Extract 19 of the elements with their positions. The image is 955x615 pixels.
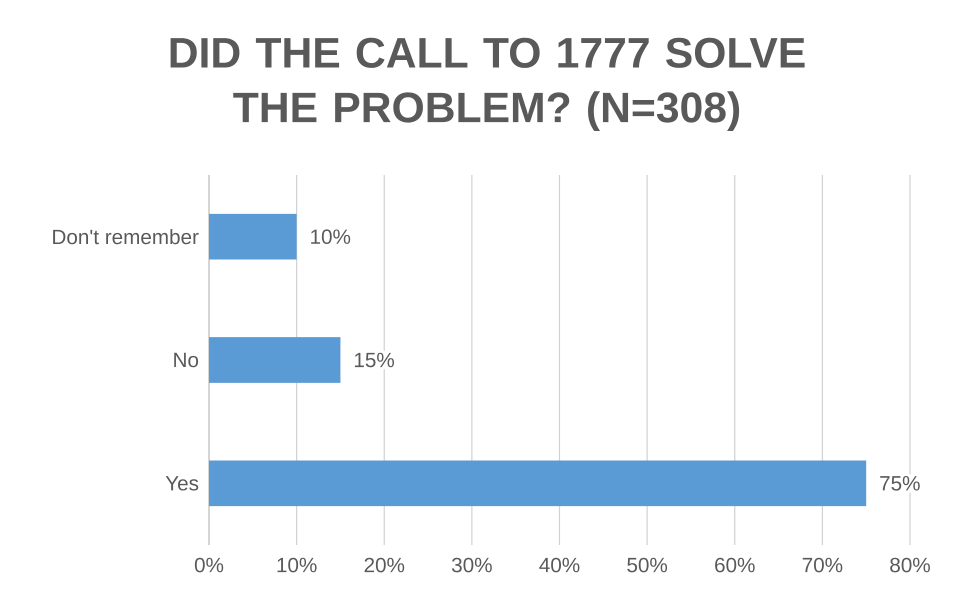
chart-title: DID THE CALL TO 1777 SOLVE THE PROBLEM? (N=308) bbox=[170, 38, 805, 132]
x-tick-label: 0% bbox=[194, 558, 224, 572]
x-tick-label: 60% bbox=[715, 558, 755, 572]
x-tick-label: 10% bbox=[278, 558, 317, 572]
data-label: 15% bbox=[354, 352, 394, 368]
x-tick-label: 80% bbox=[890, 558, 930, 572]
x-tick-label: 70% bbox=[802, 558, 842, 572]
x-tick-label: 40% bbox=[539, 558, 580, 572]
x-tick-label: 20% bbox=[364, 558, 404, 572]
y-tick-label: No bbox=[174, 352, 198, 368]
y-tick-label: Don't remember bbox=[53, 229, 199, 244]
data-label: 10% bbox=[311, 229, 350, 244]
data-label: 75% bbox=[880, 476, 920, 491]
x-tick-label: 30% bbox=[452, 558, 492, 572]
bar bbox=[209, 337, 340, 383]
x-tick-label: 50% bbox=[627, 558, 668, 572]
bar bbox=[209, 460, 866, 506]
bar bbox=[209, 214, 297, 260]
y-tick-label: Yes bbox=[166, 476, 198, 491]
